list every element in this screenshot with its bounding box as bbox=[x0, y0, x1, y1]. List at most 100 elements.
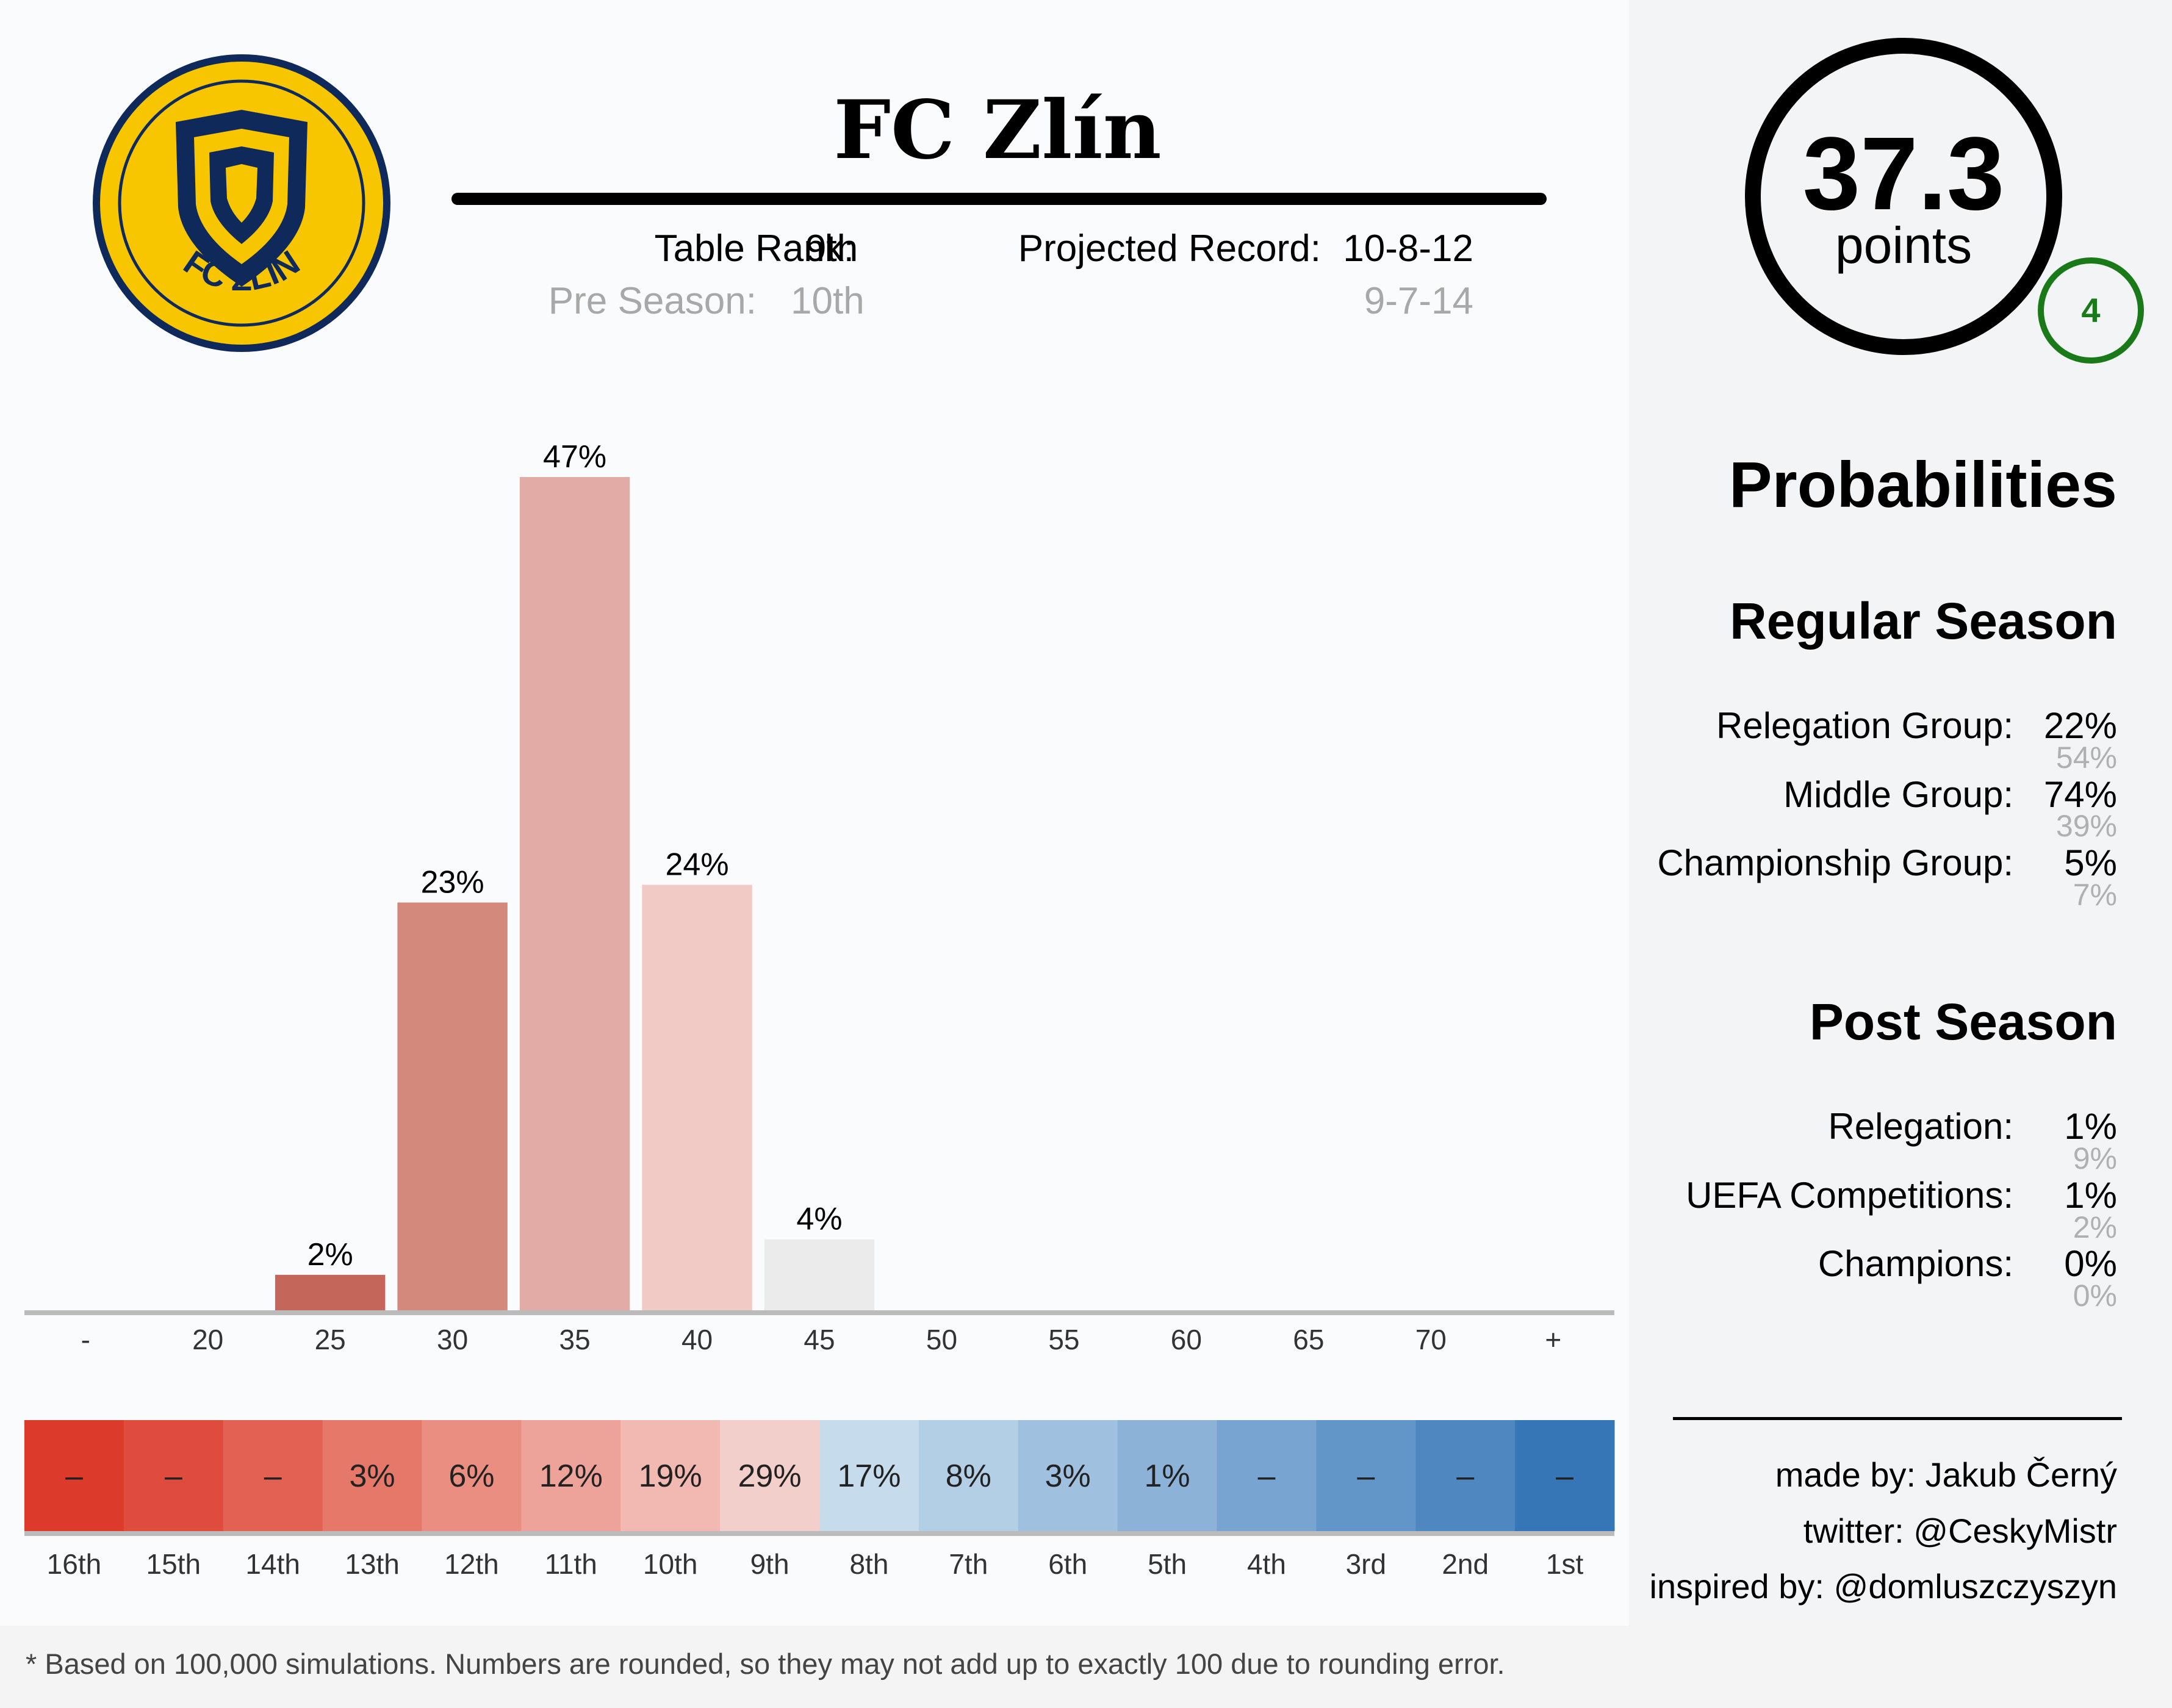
points-change-badge: 4 bbox=[2038, 257, 2144, 364]
histogram-tick-label: 65 bbox=[1293, 1324, 1324, 1355]
regular-season-title: Regular Season bbox=[1730, 592, 2117, 650]
relegation-label: Relegation: bbox=[1828, 1106, 2013, 1147]
footnote: * Based on 100,000 simulations. Numbers … bbox=[26, 1648, 1505, 1680]
heatmap-rank-label: 9th bbox=[750, 1548, 789, 1580]
heatmap-cell-label: – bbox=[1556, 1459, 1573, 1494]
histogram-tick-label: 40 bbox=[681, 1324, 713, 1355]
relegation-group-label: Relegation Group: bbox=[1716, 705, 2013, 746]
relegation-group-pre: 54% bbox=[2055, 741, 2117, 775]
heatmap-rank-label: 2nd bbox=[1442, 1548, 1489, 1580]
histogram-tick-label: 30 bbox=[437, 1324, 468, 1355]
heatmap-cell bbox=[620, 1420, 721, 1531]
heatmap-rank-label: 15th bbox=[146, 1548, 201, 1580]
heatmap-rank-label: 3rd bbox=[1346, 1548, 1386, 1580]
heatmap-cell-label: 3% bbox=[349, 1459, 395, 1494]
heatmap-cell bbox=[223, 1420, 323, 1531]
histogram-bar bbox=[642, 884, 752, 1310]
histogram-bar-label: 2% bbox=[307, 1237, 353, 1272]
uefa-value: 1% bbox=[2064, 1175, 2117, 1216]
champions-label: Champions: bbox=[1818, 1243, 2013, 1284]
histogram-bar-label: 4% bbox=[796, 1202, 842, 1237]
heatmap-cell-label: 17% bbox=[837, 1459, 901, 1494]
projected-points-label: points bbox=[1835, 217, 1972, 274]
heatmap-rank-label: 1st bbox=[1546, 1548, 1584, 1580]
histogram-tick-label: 35 bbox=[559, 1324, 590, 1355]
champions-value: 0% bbox=[2064, 1243, 2117, 1284]
heatmap-cell-label: – bbox=[264, 1459, 282, 1494]
heatmap-cell-label: 6% bbox=[448, 1459, 494, 1494]
histogram-tick-label: + bbox=[1545, 1324, 1561, 1355]
heatmap-cell-label: 12% bbox=[539, 1459, 603, 1494]
histogram-tick-label: - bbox=[81, 1324, 90, 1355]
heatmap-cell bbox=[123, 1420, 224, 1531]
table-rank: 9th bbox=[805, 228, 858, 270]
middle-group-label: Middle Group: bbox=[1783, 774, 2013, 815]
histogram-bar bbox=[397, 902, 508, 1310]
projected-points-value: 37.3 bbox=[1802, 116, 2005, 232]
post-season-title: Post Season bbox=[1809, 993, 2117, 1050]
championship-group-value: 5% bbox=[2064, 842, 2117, 883]
credit-inspired: inspired by: @domluszczyszyn bbox=[1649, 1567, 2117, 1606]
championship-group-label: Championship Group: bbox=[1657, 842, 2013, 883]
footer-bar bbox=[0, 1626, 2172, 1708]
histogram-tick-label: 70 bbox=[1415, 1324, 1447, 1355]
heatmap-rank-label: 10th bbox=[643, 1548, 698, 1580]
heatmap-cell-label: 8% bbox=[946, 1459, 991, 1494]
rank-heatmap: – 16th – 15th – 14th 3% 13th 6% 12th 12% 11th 19% 10t… bbox=[24, 1420, 1615, 1580]
credit-made-by: made by: Jakub Černý bbox=[1775, 1455, 2117, 1494]
heatmap-cell bbox=[24, 1420, 124, 1531]
heatmap-rank-label: 14th bbox=[245, 1548, 300, 1580]
heatmap-rank-label: 8th bbox=[849, 1548, 888, 1580]
relegation-group-value: 22% bbox=[2043, 705, 2117, 746]
heatmap-cell bbox=[1316, 1420, 1416, 1531]
histogram-tick-label: 55 bbox=[1048, 1324, 1079, 1355]
projected-record-label: Projected Record: bbox=[1018, 228, 1321, 270]
histogram-tick-label: 25 bbox=[315, 1324, 346, 1355]
relegation-value: 1% bbox=[2064, 1106, 2117, 1147]
heatmap-rank-label: 13th bbox=[345, 1548, 400, 1580]
histogram-tick-label: 60 bbox=[1171, 1324, 1202, 1355]
credits-divider bbox=[1673, 1417, 2122, 1420]
heatmap-cell-label: 29% bbox=[738, 1459, 802, 1494]
heatmap-cell-label: – bbox=[1456, 1459, 1474, 1494]
champions-pre: 0% bbox=[2073, 1279, 2117, 1313]
projected-record: 10-8-12 bbox=[1343, 228, 1473, 270]
heatmap-cell bbox=[422, 1420, 522, 1531]
heatmap-rank-label: 12th bbox=[444, 1548, 499, 1580]
heatmap-cell bbox=[1515, 1420, 1615, 1531]
histogram-bar bbox=[764, 1239, 875, 1310]
team-logo: FC ZLÍN bbox=[93, 54, 390, 352]
heatmap-cell bbox=[322, 1420, 422, 1531]
heatmap-rank-label: 11th bbox=[545, 1548, 597, 1580]
heatmap-cell bbox=[918, 1420, 1019, 1531]
pre-season-rank: 10th bbox=[791, 280, 865, 322]
heatmap-rank-label: 5th bbox=[1148, 1548, 1187, 1580]
team-title: FC Zlín bbox=[833, 83, 1162, 178]
heatmap-cell bbox=[1018, 1420, 1118, 1531]
middle-group-value: 74% bbox=[2043, 774, 2117, 815]
uefa-pre: 2% bbox=[2073, 1210, 2117, 1244]
histogram-bar-label: 24% bbox=[665, 847, 728, 882]
credit-twitter: twitter: @CeskyMistr bbox=[1803, 1512, 2117, 1550]
title-divider bbox=[451, 193, 1547, 205]
uefa-label: UEFA Competitions: bbox=[1686, 1175, 2013, 1216]
heatmap-cell-label: – bbox=[1357, 1459, 1375, 1494]
heatmap-cell bbox=[521, 1420, 621, 1531]
pre-season-record: 9-7-14 bbox=[1364, 280, 1473, 322]
heatmap-cell-label: – bbox=[1257, 1459, 1275, 1494]
heatmap-rank-label: 4th bbox=[1247, 1548, 1286, 1580]
heatmap-cell bbox=[819, 1420, 919, 1531]
heatmap-rank-label: 7th bbox=[949, 1548, 988, 1580]
heatmap-cell bbox=[1415, 1420, 1516, 1531]
table-rank-label: Table Rank: bbox=[654, 228, 854, 270]
heatmap-rank-label: 6th bbox=[1048, 1548, 1087, 1580]
histogram-tick-label: 20 bbox=[192, 1324, 223, 1355]
histogram-bar bbox=[275, 1274, 386, 1310]
heatmap-cell bbox=[1217, 1420, 1317, 1531]
relegation-pre: 9% bbox=[2073, 1141, 2117, 1175]
probabilities-title: Probabilities bbox=[1728, 449, 2117, 521]
heatmap-cell-label: – bbox=[165, 1459, 182, 1494]
heatmap-cell bbox=[1117, 1420, 1217, 1531]
heatmap-rank-label: 16th bbox=[47, 1548, 102, 1580]
histogram-bar-label: 47% bbox=[543, 439, 606, 475]
